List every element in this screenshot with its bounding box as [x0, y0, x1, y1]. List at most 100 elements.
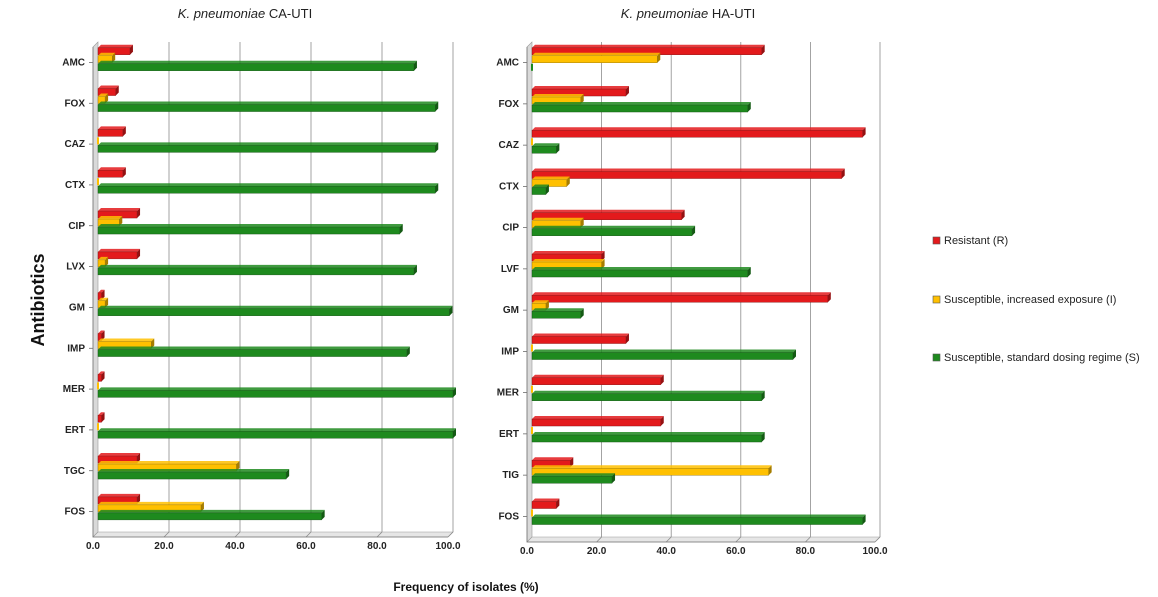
bar-side [453, 428, 456, 439]
bar-top [532, 184, 549, 188]
bar [97, 387, 456, 398]
bar-top [532, 267, 751, 271]
bar-top [98, 346, 410, 350]
bar [531, 168, 845, 179]
bar [97, 330, 105, 341]
category-label: LVF [501, 264, 519, 275]
bar-side [399, 224, 403, 235]
bar-top [532, 44, 765, 48]
bar-top [532, 300, 549, 304]
bar-front [531, 130, 863, 138]
bar-top [532, 292, 831, 296]
bar [97, 44, 133, 55]
legend-swatch-standard-dosing [932, 353, 941, 362]
bar [97, 224, 403, 235]
bar-front [97, 349, 408, 357]
bar-side [580, 217, 584, 228]
bar [531, 86, 629, 97]
bar [531, 427, 533, 435]
bar-top [98, 224, 403, 228]
bar-front [97, 186, 436, 194]
bar-front [531, 393, 762, 401]
x-tick-label: 20.0 [154, 541, 174, 552]
bar-front [97, 63, 415, 71]
bar [531, 416, 664, 427]
bar-side [660, 416, 664, 427]
bar-top [98, 305, 453, 309]
bar [97, 346, 410, 357]
bar-front [531, 295, 828, 303]
bar [531, 509, 533, 517]
gridline-floor [447, 531, 454, 538]
bar-top [98, 142, 439, 146]
bar [531, 349, 796, 360]
bar-top [532, 168, 845, 172]
bar-side [827, 292, 831, 303]
bar [97, 264, 417, 276]
gridline-floor [234, 531, 241, 538]
bar-top [98, 289, 105, 293]
bar [531, 94, 584, 105]
bar-side [137, 453, 141, 464]
x-tick-label: 0.0 [86, 541, 100, 552]
bar-top [98, 52, 116, 56]
bar-front [97, 129, 124, 137]
bar-top [98, 461, 240, 465]
bar [97, 289, 105, 300]
bar-front [97, 512, 322, 521]
y-axis-label: Antibiotics [28, 254, 48, 347]
bar-side [115, 85, 119, 96]
bar [97, 126, 126, 137]
bar-top [532, 374, 664, 378]
bar [531, 514, 866, 525]
bar-side [601, 259, 605, 270]
bar-top [98, 330, 105, 334]
bar-side [657, 52, 661, 63]
x-tick-label: 40.0 [656, 546, 676, 557]
bar-side [105, 297, 109, 308]
bar-side [681, 209, 685, 220]
bar-front [97, 226, 400, 235]
bar-side [453, 387, 456, 398]
bar-front [531, 146, 557, 154]
bar [531, 498, 560, 509]
bar-side [862, 514, 866, 525]
bar-top [532, 143, 560, 147]
gridline-floor [596, 536, 602, 543]
bar-side [105, 93, 109, 104]
bar-front [531, 63, 533, 71]
bar-front [97, 374, 102, 382]
bar [531, 300, 549, 311]
bar-side [101, 371, 105, 382]
bar-side [413, 60, 417, 71]
bar [531, 127, 866, 138]
bar [531, 176, 570, 187]
bar-front [97, 137, 99, 145]
bar-front [97, 308, 450, 316]
bar-top [532, 473, 616, 477]
bar-top [98, 493, 141, 497]
bar-top [532, 102, 751, 106]
bar-front [531, 187, 547, 195]
x-tick-label: 80.0 [367, 541, 387, 552]
bar-top [532, 52, 661, 56]
bar-side [129, 44, 133, 55]
gridline-floor [665, 536, 672, 543]
bar [531, 473, 616, 484]
legend-label-increased-exposure: Susceptible, increased exposure (I) [944, 294, 1116, 306]
bar [97, 101, 439, 112]
category-label: CIP [68, 221, 85, 232]
chart-title-group: HA-UTI [708, 6, 755, 21]
axis-side-wall [526, 41, 533, 543]
bar-side [435, 183, 439, 194]
bar-side [761, 44, 765, 55]
bar-front [531, 171, 842, 179]
bar-side [625, 86, 629, 97]
bar-side [101, 412, 105, 423]
category-label: CAZ [498, 140, 519, 151]
category-label: FOX [64, 98, 85, 109]
bar-side [747, 102, 751, 113]
bar-top [532, 465, 772, 469]
bar-front [531, 476, 613, 484]
bar-front [531, 138, 533, 146]
